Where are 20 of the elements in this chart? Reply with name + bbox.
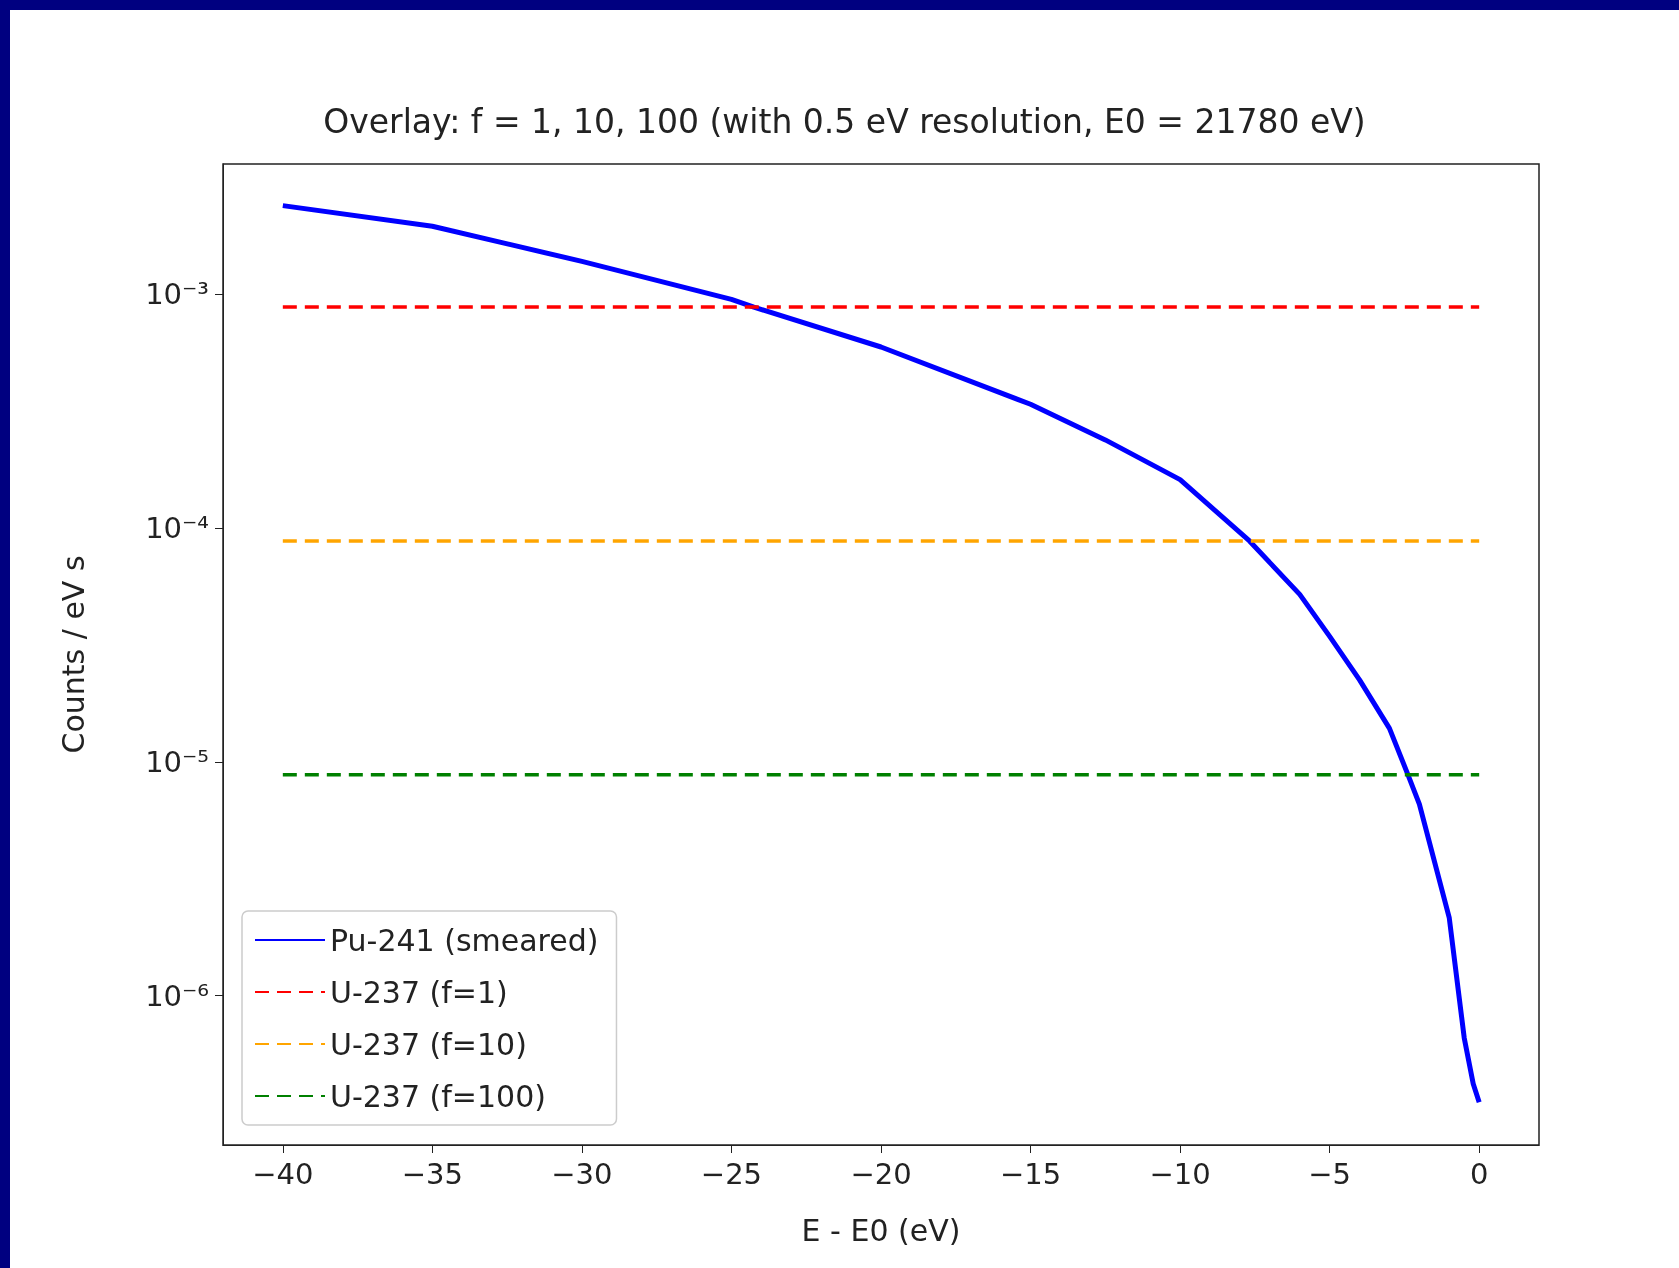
y-axis-title: Counts / eV s [55,555,91,754]
x-tick-label: −5 [1308,1156,1352,1191]
y-tick-label: 10⁻³ [145,277,209,312]
y-tick-label: 10⁻⁵ [145,744,209,779]
x-tick-label: −25 [700,1156,763,1191]
x-axis-title: E - E0 (eV) [801,1212,961,1248]
x-tick-label: −20 [850,1156,912,1191]
legend-label: U-237 (f=1) [330,974,508,1010]
legend-label: U-237 (f=10) [330,1026,527,1062]
x-tick-label: −30 [551,1156,613,1191]
x-tick-label: −10 [1149,1156,1211,1191]
x-tick-label: −15 [999,1156,1062,1191]
y-tick-label: 10⁻⁶ [145,978,209,1013]
legend-label: Pu-241 (smeared) [330,922,599,958]
y-tick-label: 10⁻⁴ [145,510,209,545]
chart-title: Overlay: f = 1, 10, 100 (with 0.5 eV resolution, E0 = 21780 eV) [323,102,1366,141]
x-tick-label: 0 [1469,1156,1489,1191]
x-tick-label: −40 [252,1156,314,1191]
x-tick-label: −35 [401,1156,463,1191]
legend-label: U-237 (f=100) [330,1078,546,1114]
